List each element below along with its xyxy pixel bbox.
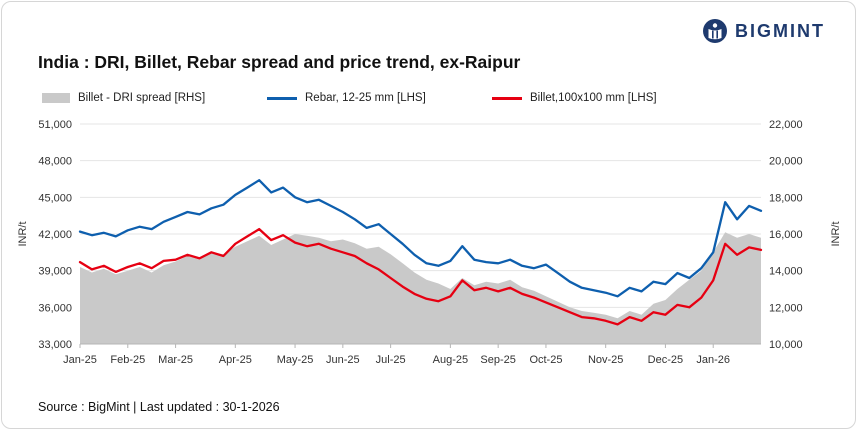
legend-label-billet: Billet,100x100 mm [LHS] — [530, 92, 657, 104]
x-axis-tick: Oct-25 — [529, 354, 562, 366]
legend-label-rebar: Rebar, 12-25 mm [LHS] — [305, 92, 426, 104]
right-axis-tick: 18,000 — [769, 192, 803, 204]
spread-swatch — [42, 93, 70, 103]
x-axis-tick: May-25 — [277, 354, 314, 366]
x-axis-tick: Jan-25 — [63, 354, 97, 366]
bigmint-logo-icon — [703, 19, 727, 43]
left-axis-tick: 45,000 — [38, 192, 72, 204]
left-axis-tick: 42,000 — [38, 229, 72, 241]
billet-swatch — [492, 96, 522, 100]
right-axis-label: INR/t — [830, 221, 842, 246]
right-axis-tick: 12,000 — [769, 302, 803, 314]
spread-area — [80, 232, 761, 344]
rebar-swatch — [267, 96, 297, 100]
price-trend-chart-svg: 33,000 36,000 39,000 42,000 45,000 48,000 51,0… — [17, 119, 842, 366]
x-axis-tick: Sep-25 — [480, 354, 515, 366]
x-axis-tick: Aug-25 — [433, 354, 468, 366]
x-axis-tick: Feb-25 — [110, 354, 145, 366]
x-axis-tick: Jun-25 — [326, 354, 360, 366]
left-axis-label: INR/t — [17, 221, 29, 246]
right-axis-tick: 16,000 — [769, 229, 803, 241]
source-note: Source : BigMint | Last updated : 30-1-2… — [38, 400, 280, 414]
left-axis-tick: 51,000 — [38, 119, 72, 131]
left-axis-tick: 48,000 — [38, 156, 72, 168]
x-axis-tick: Apr-25 — [219, 354, 252, 366]
x-axis-tick: Dec-25 — [648, 354, 683, 366]
billet-line — [78, 227, 763, 326]
legend-label-spread: Billet - DRI spread [RHS] — [78, 92, 206, 104]
right-axis-tick: 20,000 — [769, 156, 803, 168]
rebar-line — [78, 179, 763, 298]
right-axis-tick: 22,000 — [769, 119, 803, 131]
right-axis-tick: 14,000 — [769, 266, 803, 278]
bigmint-logo-text: BIGMINT — [735, 20, 825, 41]
left-axis-tick: 33,000 — [38, 339, 72, 351]
left-axis-tick: 39,000 — [38, 266, 72, 278]
chart-title: India : DRI, Billet, Rebar spread and pr… — [38, 52, 521, 72]
x-axis-tick: Jul-25 — [376, 354, 406, 366]
legend-item-rebar: Rebar, 12-25 mm [LHS] — [267, 92, 492, 104]
right-axis-tick: 10,000 — [769, 339, 803, 351]
x-axis-tick: Nov-25 — [588, 354, 623, 366]
x-axis-tick: Jan-26 — [696, 354, 730, 366]
x-axis-tick: Mar-25 — [158, 354, 193, 366]
legend-item-billet: Billet,100x100 mm [LHS] — [492, 92, 717, 104]
chart-area: 33,000 36,000 39,000 42,000 45,000 48,000 51,0… — [2, 110, 855, 391]
legend-item-spread: Billet - DRI spread [RHS] — [42, 92, 267, 104]
bigmint-logo: BIGMINT — [702, 18, 825, 44]
left-axis-tick: 36,000 — [38, 302, 72, 314]
chart-legend: Billet - DRI spread [RHS] Rebar, 12-25 m… — [42, 92, 815, 104]
